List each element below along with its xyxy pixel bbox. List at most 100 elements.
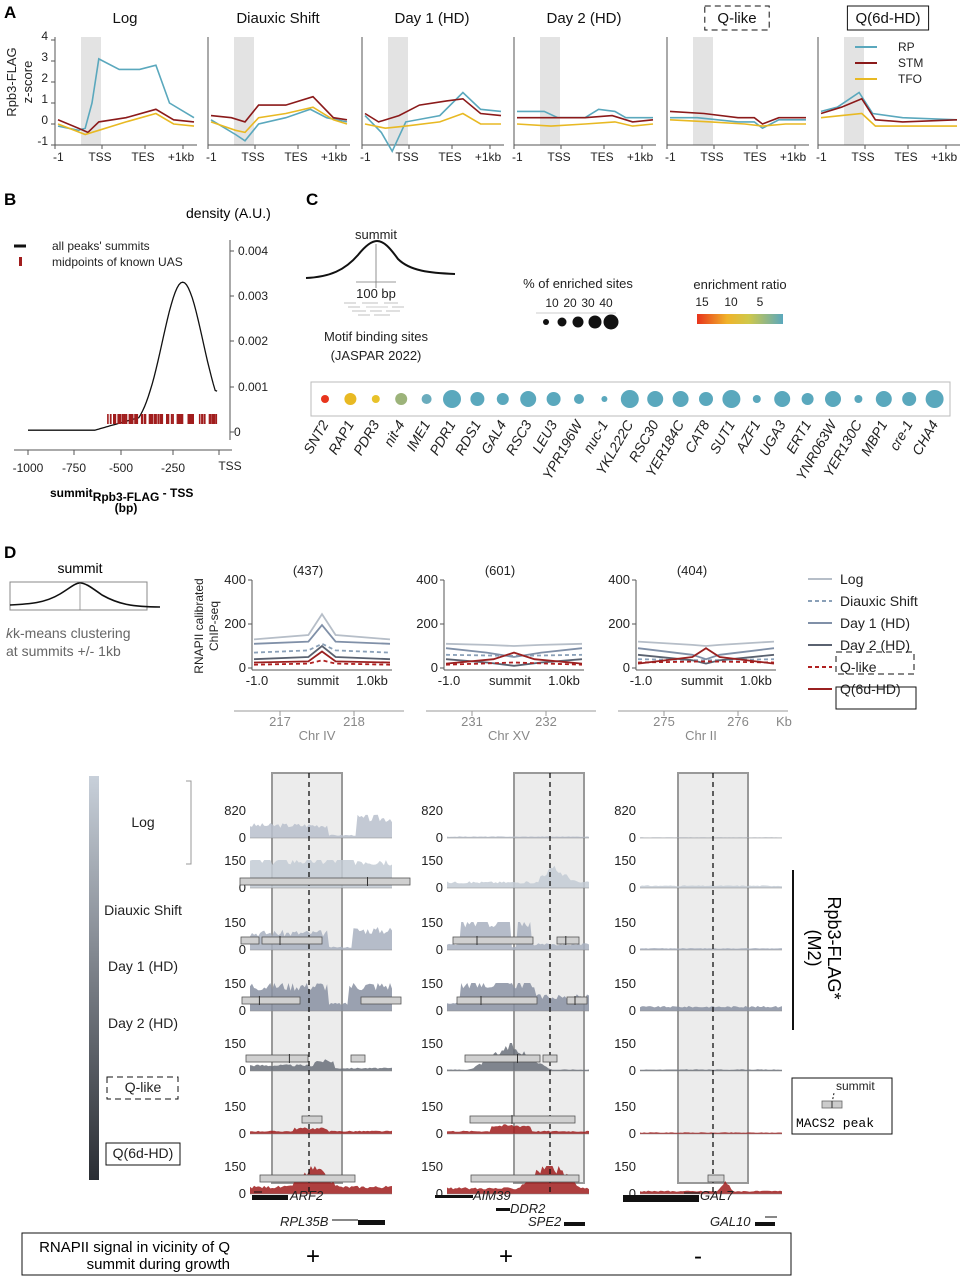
track-ytick-zero: 0 [436, 1126, 443, 1141]
cluster-xtick: 1.0kb [548, 673, 580, 688]
b-xlabel: summitRpb3-FLAG - TSS [50, 486, 193, 504]
track-ytick-top: 150 [614, 915, 636, 930]
a-series-rp [820, 91, 958, 121]
a-xtick: -1 [206, 150, 217, 164]
panel-a-subplot: -1 TSS TES +1kb Day 1 (HD) [360, 10, 504, 164]
summit-density-curve [28, 281, 218, 431]
c-size-dot [603, 314, 619, 330]
tss-shade [81, 37, 101, 145]
uas-tick [208, 414, 211, 424]
track-column: 820 0 150 0 150 0 150 0 150 0 150 0 150 0 [614, 772, 782, 1201]
signal-track [447, 1166, 589, 1194]
a-xtick: TSS [700, 150, 723, 164]
cluster-ytick: 400 [416, 572, 438, 587]
motif-dot-rds1 [470, 392, 485, 406]
gene-body [623, 1195, 699, 1202]
motif-dot-rap1 [344, 393, 357, 405]
q6d-box [835, 686, 917, 710]
gene-spe2: SPE2 [528, 1214, 562, 1229]
track-ytick-zero: 0 [436, 942, 443, 957]
b-ytick: 0 [234, 425, 241, 439]
d-summit-curve [9, 582, 161, 608]
macs2-peaks [239, 877, 725, 1183]
panel-a-legend: RP STM TFO [855, 40, 923, 86]
kb-label: Kb [776, 714, 792, 729]
motif-dot-nit-4 [395, 393, 408, 405]
c-bp: 100 bp [356, 286, 396, 301]
cluster-plot: (437) 400 200 0-1.0 summit 1.0kb 217 218 Chr IV [224, 563, 404, 743]
uas-tick [125, 414, 128, 424]
c-ratio-title: enrichment ratio [693, 277, 786, 292]
track-ytick-top: 150 [421, 1099, 443, 1114]
uas-tick [166, 414, 169, 424]
d-kmeans-2: at summits +/- 1kb [6, 643, 121, 659]
track-ytick-zero: 0 [239, 942, 246, 957]
uas-tick [181, 414, 184, 424]
track-ytick-top: 150 [614, 1159, 636, 1174]
signal-track [640, 948, 782, 950]
qlike-label-box [106, 1076, 179, 1100]
track-ytick-zero: 0 [239, 1063, 246, 1078]
gene-arf2: ARF2 [289, 1188, 324, 1203]
cluster-xtick: -1.0 [246, 673, 268, 688]
track-ytick-zero: 0 [629, 1186, 636, 1201]
signal-track [250, 1127, 392, 1134]
chr-label: Chr IV [299, 728, 336, 743]
uas-tick [109, 414, 112, 424]
condition-title: Q-like [717, 10, 756, 27]
track-column: 820 0 150 0 150 0 150 0 150 0 150 0 150 0 [421, 772, 589, 1201]
b-xtick: -1000 [13, 461, 44, 475]
cluster-line-0 [253, 612, 391, 641]
uas-tick [155, 414, 157, 424]
cluster-ytick: 0 [623, 660, 630, 675]
signal-track [640, 1006, 782, 1011]
cluster-xtick: summit [297, 673, 339, 688]
motif-name: UGA3 [756, 417, 789, 458]
uas-tick [119, 414, 121, 424]
macs2-peak [566, 996, 588, 1005]
a-xtick: TSS [851, 150, 874, 164]
motif-dot-rsc3 [520, 391, 537, 407]
motif-dot-yer130c [854, 395, 863, 403]
macs2-peak [261, 936, 323, 945]
d-legend-item: Q-like [840, 659, 877, 675]
motif-dot-nuc-1 [601, 396, 608, 402]
uas-tick [144, 414, 147, 424]
d-summit: summit [57, 560, 102, 576]
macs2-peak-label: MACS2 peak [796, 1116, 874, 1131]
c-size-tick: 20 [563, 296, 577, 310]
uas-tick [180, 414, 182, 424]
summit-region [271, 772, 343, 1184]
motif-dot-ert1 [801, 393, 814, 405]
a-series-rp [364, 91, 502, 154]
signal-track [447, 836, 589, 838]
a-series-stm [57, 108, 195, 134]
a-ytick: 1 [41, 92, 48, 106]
a-ytick: 2 [41, 71, 48, 85]
gene-gal10: GAL10 [710, 1214, 751, 1229]
condition-title: Log [112, 10, 137, 27]
b-xtick: -250 [161, 461, 185, 475]
legend-stm: STM [898, 56, 923, 70]
cluster-line-0 [637, 640, 775, 647]
track-ytick-zero: 0 [629, 1063, 636, 1078]
condition-title: Q(6d-HD) [855, 10, 920, 27]
d-ylabel-2: ChIP-seq [207, 601, 221, 651]
motif-name: CHA4 [909, 417, 942, 458]
track-ytick-top: 150 [224, 853, 246, 868]
cluster-line-0 [445, 642, 583, 647]
uas-tick [150, 414, 153, 424]
signal-chr4: + [306, 1243, 320, 1270]
macs2-summit: summit [836, 1079, 875, 1093]
c-motif-names: SNT2RAP1PDR3nit-4IME1PDR1RDS1GAL4RSC3LEU… [300, 416, 941, 483]
track-ytick-top: 150 [421, 853, 443, 868]
panel-a-subplot: -1 TSS TES +1kb Day 2 (HD) [512, 10, 656, 164]
cluster-plot: (601) 400 200 0-1.0 summit 1.0kb 231 232 Chr XV [416, 563, 596, 743]
tss-shade [844, 37, 864, 145]
signal-track [250, 814, 392, 838]
cluster-ytick: 400 [608, 572, 630, 587]
uas-tick [159, 414, 161, 424]
signal-track [447, 865, 589, 888]
condition-title: Diauxic Shift [236, 10, 320, 27]
macs2-peak [259, 1174, 356, 1183]
